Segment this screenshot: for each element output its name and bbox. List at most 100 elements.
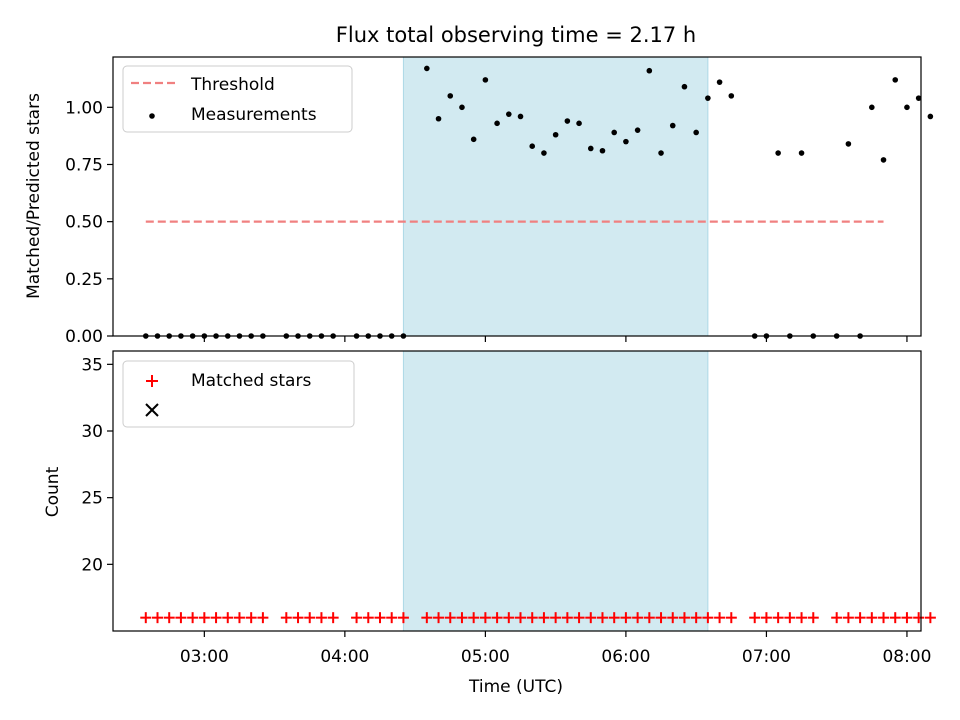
matched-point [667, 612, 679, 624]
matched-point [327, 612, 339, 624]
top-y-ticks: 0.00 0.25 0.50 0.75 1.00 [65, 98, 113, 347]
measurement-point [470, 136, 477, 143]
matched-point [222, 612, 234, 624]
observing-interval-shade [402, 56, 709, 337]
observing-interval-shade-bottom [402, 350, 709, 632]
y-tick-label: 35 [81, 355, 103, 375]
matched-point [503, 612, 515, 624]
matched-point [643, 612, 655, 624]
matched-point [374, 612, 386, 624]
matched-point [596, 612, 608, 624]
top-y-axis-label: Matched/Predicted stars [24, 93, 44, 299]
matched-point [280, 612, 292, 624]
matched-point [772, 612, 784, 624]
matched-point [304, 612, 316, 624]
bottom-axes-frame [112, 350, 922, 632]
matched-point [362, 612, 374, 624]
matched-point [433, 612, 445, 624]
matched-point [515, 612, 527, 624]
measurement-point [880, 157, 887, 163]
matched-point [866, 612, 878, 624]
matched-point [233, 612, 245, 624]
measurement-point [845, 141, 852, 147]
legend-measurements-label: Measurements [191, 105, 317, 125]
measurement-point [623, 138, 629, 145]
legend-matched-label: Matched stars [191, 371, 311, 391]
x-axis-label: Time (UTC) [468, 677, 563, 697]
matched-point [526, 612, 538, 624]
matched-point [421, 612, 433, 624]
measurement-point [646, 67, 653, 74]
top-subplot: 0.00 0.25 0.50 0.75 1.00 Matched/Predicted s… [24, 56, 934, 347]
measurement-point [552, 131, 559, 138]
x-tick-label: 04:00 [320, 647, 369, 667]
measurement-point [904, 104, 910, 111]
y-tick-label: 1.00 [65, 98, 103, 118]
measurement-point [869, 104, 875, 111]
matched-point [655, 612, 667, 624]
measurement-point [798, 150, 805, 156]
top-axes-frame [112, 56, 922, 337]
measurement-point [915, 95, 922, 101]
matched-point [678, 612, 690, 624]
matched-point [163, 612, 175, 624]
measurement-point [775, 150, 781, 156]
measurement-point [705, 95, 711, 101]
matched-point [796, 612, 808, 624]
measurement-point [587, 145, 594, 152]
measurement-point [611, 129, 617, 136]
matched-point [878, 612, 890, 624]
y-tick-label: 0.00 [65, 327, 103, 347]
matched-point [714, 612, 726, 624]
measurement-point [681, 83, 688, 90]
bottom-legend-box [122, 360, 355, 428]
y-tick-label: 0.50 [65, 213, 103, 233]
measurement-point [728, 93, 735, 99]
measurement-point [927, 113, 934, 120]
matched-point [608, 612, 620, 624]
matched-point [620, 612, 632, 624]
matched-point [749, 612, 761, 624]
matched-point [210, 612, 222, 624]
legend-predicted-swatch [145, 403, 159, 417]
matched-point [315, 612, 327, 624]
y-tick-label: 0.25 [65, 270, 103, 290]
x-tick-label: 03:00 [180, 647, 229, 667]
matched-point [257, 612, 269, 624]
matched-point [842, 612, 854, 624]
matched-point [702, 612, 714, 624]
matched-point [198, 612, 210, 624]
matched-point [784, 612, 796, 624]
measurement-point [424, 65, 430, 72]
measurement-point [506, 111, 512, 117]
measurement-point [482, 77, 489, 83]
matched-point [807, 612, 819, 624]
measurement-point [541, 150, 547, 156]
measurement-point [716, 79, 723, 85]
top-legend-box [122, 65, 353, 133]
bottom-y-ticks: 20 25 30 35 [81, 355, 113, 575]
measurement-point [693, 129, 699, 136]
measurement-point [494, 120, 500, 127]
measurement-point [517, 113, 524, 120]
bottom-y-axis-label: Count [43, 466, 63, 517]
legend-threshold-label: Threshold [190, 75, 275, 95]
y-tick-label: 30 [81, 422, 103, 442]
measurement-point [892, 77, 899, 83]
chart-title: Flux total observing time = 2.17 h [336, 23, 696, 47]
count-points [140, 612, 936, 624]
matched-point [632, 612, 644, 624]
matched-point [924, 612, 936, 624]
top-legend: Threshold Measurements [122, 65, 353, 133]
measurement-point [669, 122, 676, 129]
matched-point [831, 612, 843, 624]
top-x-ticks [203, 336, 908, 342]
measurement-point [564, 118, 571, 124]
legend-matched-swatch [146, 375, 158, 387]
measurement-point [599, 147, 606, 154]
x-tick-label: 08:00 [882, 647, 931, 667]
matched-point [175, 612, 187, 624]
y-tick-label: 20 [81, 555, 103, 575]
matched-point [479, 612, 491, 624]
